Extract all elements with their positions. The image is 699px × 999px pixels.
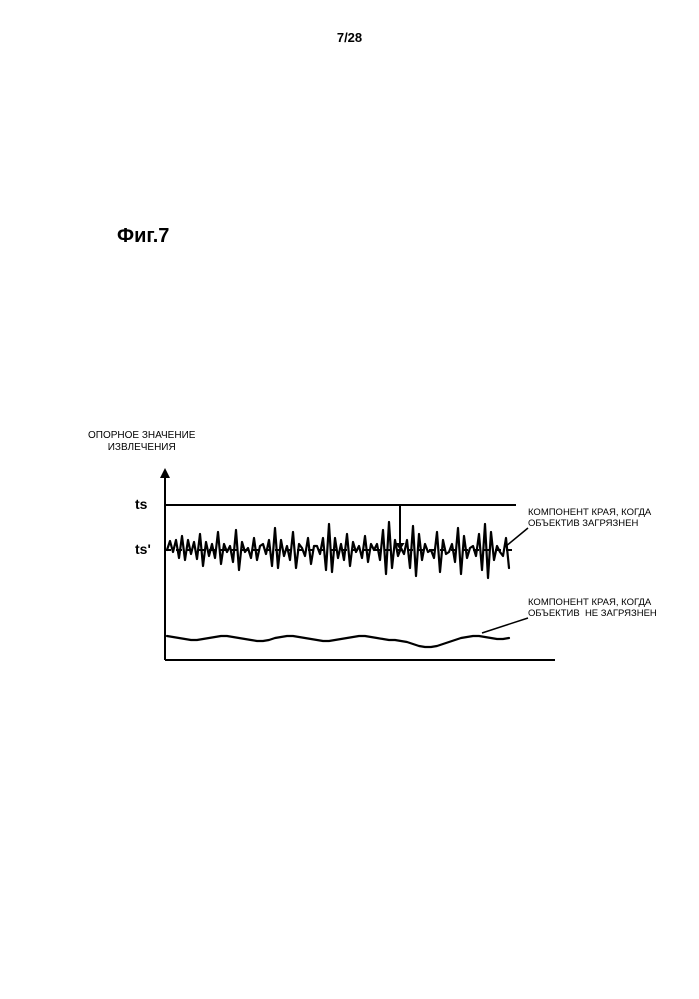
y-tick-tsp: ts' xyxy=(135,541,151,557)
y-axis-title: ОПОРНОЕ ЗНАЧЕНИЕИЗВЛЕЧЕНИЯ xyxy=(88,430,195,454)
page-header: 7/28 xyxy=(0,30,699,45)
annotation-leader-1 xyxy=(482,618,528,633)
page: 7/28 Фиг.7 ОПОРНОЕ ЗНАЧЕНИЕИЗВЛЕЧЕНИЯ КО… xyxy=(0,0,699,999)
series-dirty xyxy=(167,522,509,578)
annotation-leader-0 xyxy=(505,528,528,547)
y-axis-arrow xyxy=(160,468,170,478)
chart-area: ОПОРНОЕ ЗНАЧЕНИЕИЗВЛЕЧЕНИЯ КОМПОНЕНТ КРА… xyxy=(100,450,560,700)
annotation-clean-lens: КОМПОНЕНТ КРАЯ, КОГДАОБЪЕКТИВ НЕ ЗАГРЯЗН… xyxy=(528,598,657,620)
annotation-dirty-lens: КОМПОНЕНТ КРАЯ, КОГДАОБЪЕКТИВ ЗАГРЯЗНЕН xyxy=(528,508,651,530)
chart-svg xyxy=(100,450,560,700)
figure-label: Фиг.7 xyxy=(117,225,169,248)
series-clean xyxy=(167,636,509,647)
y-tick-ts: ts xyxy=(135,496,147,512)
